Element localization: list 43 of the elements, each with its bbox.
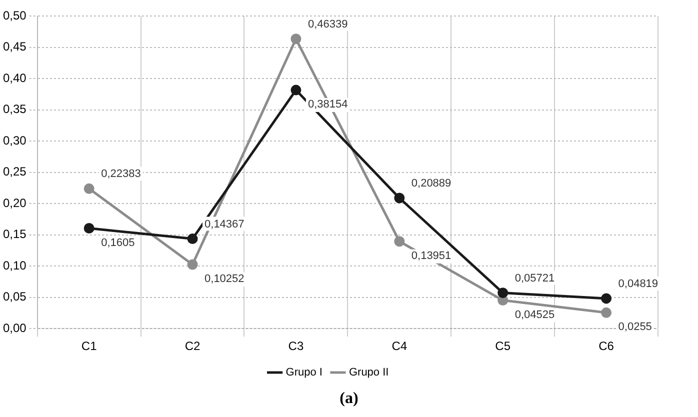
data-label: 0,22383 [101, 168, 141, 180]
point [187, 259, 198, 270]
data-label: 0,20889 [411, 178, 452, 190]
data-label: 0,05721 [514, 272, 555, 284]
legend-label: Grupo II [348, 366, 389, 379]
point [601, 307, 612, 318]
x-tick-label: C2 [184, 339, 201, 354]
x-tick-label: C4 [392, 339, 408, 354]
y-tick-label: 0,00 [2, 320, 27, 335]
y-tick-label: 0,45 [2, 40, 27, 54]
data-label: 0,13951 [411, 250, 452, 262]
point [394, 236, 405, 247]
point [394, 192, 405, 204]
data-label: 0,1605 [101, 236, 135, 249]
x-tick-label: C1 [81, 339, 98, 354]
point [84, 223, 94, 234]
x-tick-label: C3 [288, 339, 304, 354]
y-tick-label: 0,15 [2, 227, 27, 242]
x-tick-label: C5 [495, 339, 511, 354]
point [84, 183, 94, 194]
legend-label: Grupo I [286, 366, 322, 379]
y-tick-label: 0,35 [2, 102, 27, 116]
point [601, 293, 612, 304]
point [290, 84, 302, 96]
y-tick-label: 0,25 [2, 164, 27, 179]
data-label: 0,38154 [308, 98, 348, 111]
x-tick-label: C6 [598, 339, 614, 354]
y-tick-label: 0,05 [2, 290, 27, 304]
data-label: 0,04819 [618, 278, 658, 290]
point [290, 34, 302, 44]
data-label: 0,14367 [204, 218, 244, 230]
y-tick-label: 0,30 [2, 133, 27, 148]
y-tick-label: 0,50 [2, 8, 27, 22]
data-label: 0,0255 [618, 321, 652, 334]
y-tick-label: 0,40 [2, 70, 27, 85]
data-label: 0,10252 [204, 273, 244, 286]
text: (a) [338, 390, 360, 408]
y-tick-label: 0,20 [2, 196, 27, 210]
data-label: 0,04525 [514, 308, 555, 321]
y-tick-label: 0,10 [2, 258, 27, 272]
data-label: 0,46339 [308, 18, 348, 30]
point [187, 234, 198, 244]
point [498, 288, 508, 298]
